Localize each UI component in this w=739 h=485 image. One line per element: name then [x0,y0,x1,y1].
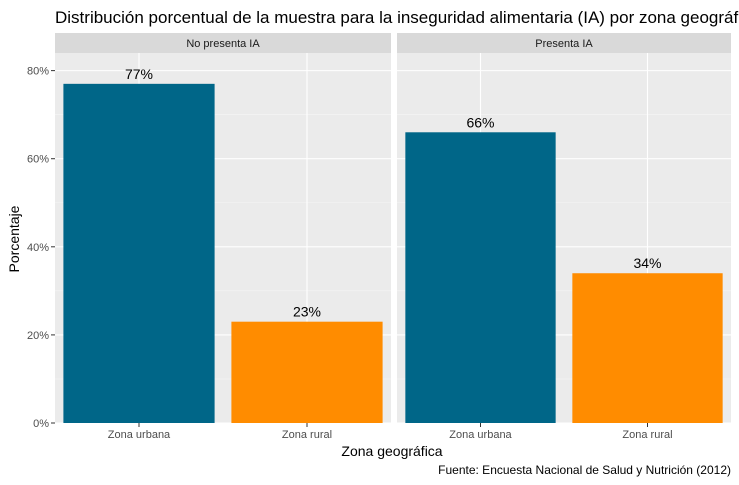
facet-strip-label: No presenta IA [186,38,260,50]
bar [572,273,723,423]
facet-panels: 0% 20% 40% 60% 80% No presenta IA 77% Zona urba… [27,33,731,441]
facet-strip [397,33,731,53]
y-tick-label: 40% [27,242,49,254]
facet-panel: No presenta IA 77% Zona urbana 23% Zona rura… [55,33,391,441]
caption: Fuente: Encuesta Nacional de Salud y Nut… [438,463,731,477]
y-tick-label: 60% [27,154,49,166]
x-axis-title: Zona geográfica [341,443,442,459]
y-tick-label: 20% [27,330,49,342]
bar [231,321,383,423]
x-tick-label: Zona rural [282,429,332,441]
y-axis-title: Porcentaje [6,205,22,272]
bar [63,83,215,423]
x-tick-label: Zona urbana [108,429,171,441]
y-tick-label: 0% [33,418,49,430]
chart-title: Distribución porcentual de la muestra pa… [55,8,739,27]
facet-strip-label: Presenta IA [535,38,593,50]
facet-panel: Presenta IA 66% Zona urbana 34% Zona rural [397,33,731,441]
facet-strip [55,33,391,53]
bar-data-label: 34% [633,255,661,271]
bar [405,132,556,424]
x-tick-label: Zona rural [622,429,672,441]
bar-data-label: 66% [466,114,494,130]
bar-data-label: 77% [125,66,153,82]
x-tick-label: Zona urbana [449,429,512,441]
y-tick-label: 80% [27,66,49,78]
bar-data-label: 23% [293,304,321,320]
